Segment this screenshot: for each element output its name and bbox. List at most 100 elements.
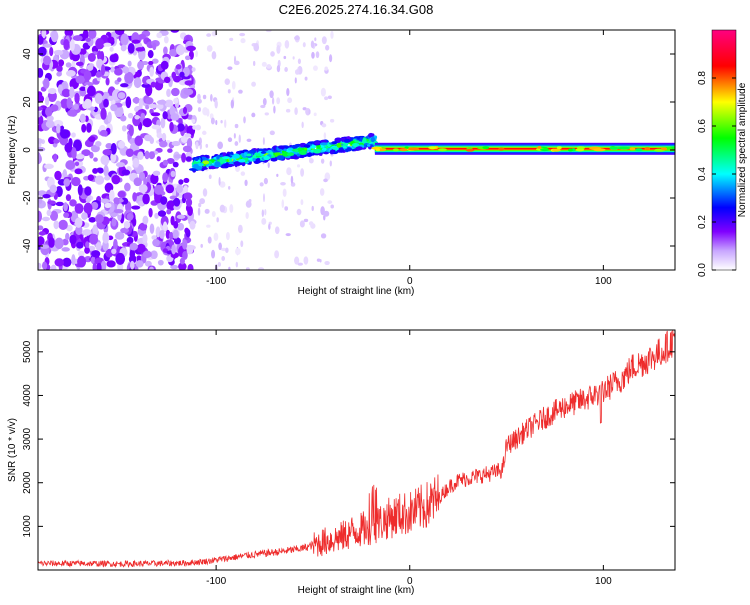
noise-cell [84, 247, 90, 254]
ascending-tone-cell [297, 147, 302, 152]
colorbar-ticks: 0.0 0.2 0.4 0.6 0.8 [697, 71, 736, 277]
noise-cell [47, 200, 56, 205]
stable-tone-knot [482, 146, 490, 150]
stable-tone-knot [635, 148, 643, 152]
sparse-noise-cell [270, 51, 275, 57]
colorbar-tick-label: 0.2 [697, 215, 708, 229]
noise-cell [167, 148, 173, 153]
colorbar-tick-label: 0.0 [697, 263, 708, 277]
noise-cell [71, 132, 76, 138]
sparse-noise-cell [299, 220, 305, 228]
sparse-noise-cell [191, 67, 196, 72]
noise-cell [86, 122, 92, 133]
stable-tone-knot [644, 147, 651, 151]
ascending-tone-cell [313, 148, 322, 154]
noise-cell [38, 111, 42, 118]
noise-cell [120, 227, 129, 234]
noise-cell [73, 103, 79, 110]
sparse-noise-cell [211, 211, 216, 217]
stable-tone-knot [375, 148, 381, 152]
noise-cell [173, 154, 183, 159]
noise-cell [109, 54, 118, 63]
ascending-tone-cell [223, 162, 229, 168]
noise-cell [184, 133, 192, 138]
noise-cell [148, 151, 156, 160]
noise-cell [169, 121, 174, 132]
noise-cell [184, 80, 194, 86]
ascending-tone-cell [342, 145, 347, 149]
ascending-tone-cell [245, 153, 252, 157]
stable-tone-knot [399, 148, 408, 152]
noise-cell [127, 112, 134, 119]
ascending-tone-cell [241, 161, 246, 167]
noise-cell [94, 93, 103, 105]
stable-tone-knot [392, 148, 400, 152]
colorbar-label: Normalized spectral amplitude [737, 82, 748, 217]
stable-tone-knot [537, 145, 542, 149]
sparse-noise-cell [284, 206, 289, 211]
noise-cell [62, 238, 69, 246]
noise-cell [170, 30, 180, 33]
noise-cell [81, 123, 87, 133]
noise-cell [81, 212, 88, 220]
sparse-noise-cell [202, 130, 207, 136]
spectrogram-y-tick-label: 0 [22, 147, 33, 153]
stable-tone-knot [407, 147, 420, 151]
noise-cell [179, 71, 185, 78]
snr-x-tick-label: -100 [206, 576, 226, 587]
sparse-noise-cell [269, 130, 275, 136]
noise-cell [181, 152, 186, 163]
noise-cell [130, 260, 135, 270]
noise-cell [78, 250, 85, 257]
sparse-noise-cell [327, 95, 332, 100]
noise-cell [100, 107, 107, 120]
snr-y-tick-label: 3000 [22, 428, 33, 451]
sparse-noise-cell [276, 97, 281, 105]
ascending-tone-cell [343, 138, 351, 143]
sparse-noise-cell [228, 266, 231, 270]
ascending-tone-cell [331, 141, 338, 145]
noise-cell [38, 196, 43, 205]
sparse-noise-cell [304, 76, 308, 81]
noise-cell [114, 231, 125, 240]
noise-cell [99, 129, 108, 137]
sparse-noise-cell [233, 133, 236, 139]
ascending-tone-cell [257, 148, 265, 152]
spectrogram-x-tick-label: 100 [595, 276, 612, 287]
noise-cell [79, 113, 86, 123]
sparse-noise-cell [294, 35, 300, 41]
noise-cell [162, 159, 169, 166]
sparse-noise-cell [285, 108, 291, 113]
sparse-noise-cell [282, 188, 287, 197]
noise-cell [137, 151, 144, 160]
snr-frame [37, 329, 676, 571]
noise-cell [57, 84, 63, 94]
noise-cell [46, 115, 54, 122]
sparse-noise-cell [233, 60, 240, 66]
sparse-noise-cell [225, 247, 229, 253]
sparse-noise-cell [213, 232, 219, 242]
spectrogram-y-tick-label: 40 [22, 48, 33, 60]
stable-tone-knot [617, 146, 631, 150]
stable-tone-knot [629, 147, 636, 151]
noise-cell [144, 260, 152, 267]
noise-cell [171, 140, 181, 147]
ascending-tone-cell [260, 151, 267, 154]
noise-cell [137, 60, 145, 70]
sparse-noise-cell [308, 109, 311, 115]
snr-y-tick-label: 1000 [22, 515, 33, 538]
sparse-noise-cell [276, 64, 281, 73]
noise-cell [132, 217, 137, 227]
noise-cell [69, 39, 75, 52]
noise-cell [131, 205, 141, 210]
sparse-noise-cell [197, 107, 202, 112]
noise-cell [46, 209, 52, 216]
noise-cell [183, 185, 189, 195]
ascending-tone-cell [298, 149, 307, 156]
noise-cell [100, 260, 107, 270]
noise-cell [142, 233, 148, 244]
ascending-tone-cell [303, 144, 311, 148]
noise-cell [48, 237, 55, 248]
noise-cell [50, 30, 59, 43]
sparse-noise-cell [251, 81, 256, 87]
